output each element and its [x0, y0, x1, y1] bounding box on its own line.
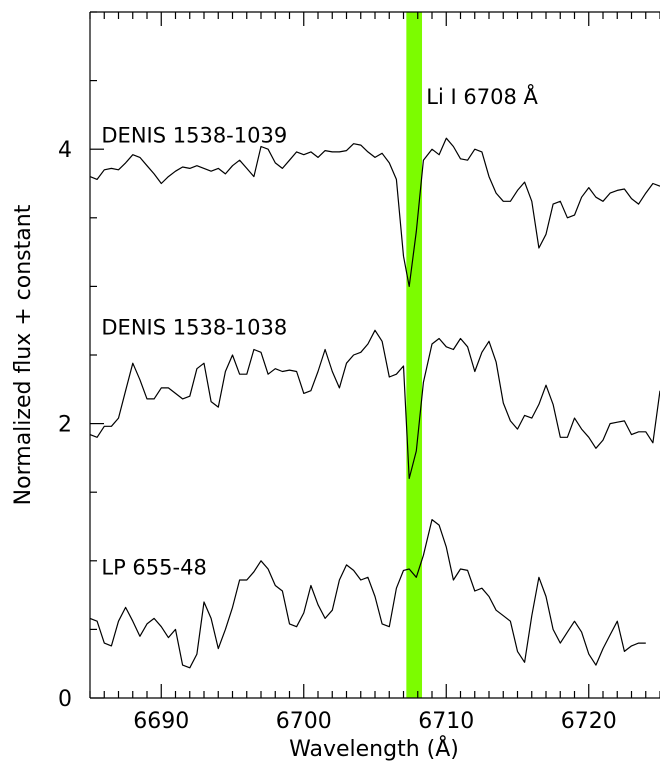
x-tick-label: 6690: [133, 709, 189, 734]
spectrum-line-2: [89, 519, 646, 669]
x-tick-label: 6710: [418, 709, 474, 734]
y-axis-label: Normalized flux + constant: [11, 204, 36, 505]
spectrum-label-2: LP 655-48: [101, 556, 206, 580]
spectrum-label-0: DENIS 1538-1039: [101, 123, 287, 147]
y-tick-label: 4: [58, 138, 72, 163]
x-tick-label: 6700: [276, 709, 332, 734]
spectra-group: DENIS 1538-1039 DENIS 1538-1038 LP 655-48: [89, 123, 660, 669]
li-line-annotation: Li I 6708 Å: [426, 83, 538, 109]
y-tick-label: 0: [58, 687, 72, 712]
spectrum-label-1: DENIS 1538-1038: [101, 315, 287, 339]
spectrum-line-0: [89, 137, 660, 287]
y-axis: 0 2 4: [58, 11, 104, 712]
x-axis: 6690 6700 6710 6720: [89, 12, 660, 734]
li-line-band: [406, 12, 423, 698]
y-tick-label: 2: [58, 413, 72, 438]
spectrum-line-1: [89, 329, 660, 480]
x-axis-label: Wavelength (Å): [289, 735, 459, 762]
x-tick-label: 6720: [561, 709, 617, 734]
